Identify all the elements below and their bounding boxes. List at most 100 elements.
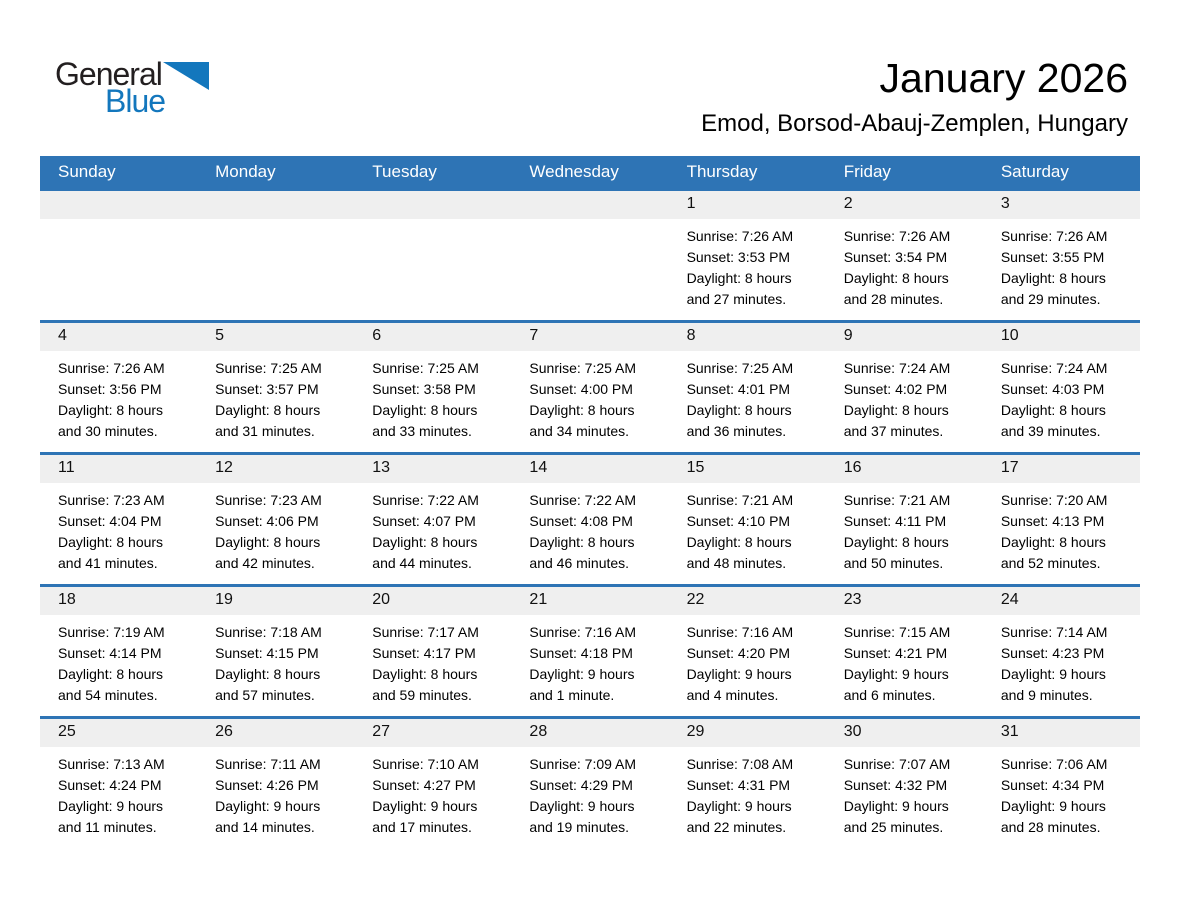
detail-line: Sunrise: 7:25 AM [372,360,479,376]
detail-line: Sunrise: 7:20 AM [1000,492,1108,508]
detail-line: and 17 minutes. [372,819,472,835]
day-cell: 2 Sunrise: 7:26 AM Sunset: 3:54 PM Daylight… [825,191,983,320]
detail-line: Sunrise: 7:23 AM [58,492,165,508]
day-cell: 22 Sunrise: 7:16 AM Sunset: 4:20 PM Dayligh… [668,587,826,716]
detail-line: Sunset: 3:55 PM [1000,249,1105,265]
day-cell-empty [511,191,669,320]
day-details: Sunrise: 7:21 AM Sunset: 4:11 PM Daylight:… [826,483,983,574]
detail-line: Sunrise: 7:25 AM [215,360,322,376]
detail-line: Daylight: 8 hours [372,534,478,550]
detail-line: Sunset: 4:23 PM [1000,645,1105,661]
detail-line: and 59 minutes. [372,687,472,703]
detail-line: Sunset: 4:14 PM [58,645,162,661]
detail-line: Daylight: 9 hours [215,798,321,814]
day-cell: 31 Sunrise: 7:06 AM Sunset: 4:34 PM Dayligh… [982,719,1140,848]
day-cell: 9 Sunrise: 7:24 AM Sunset: 4:02 PM Daylight… [825,323,983,452]
day-number-band [197,191,355,219]
detail-line: Daylight: 8 hours [843,402,949,418]
detail-line: Daylight: 9 hours [843,666,949,682]
detail-line: and 22 minutes. [686,819,787,835]
day-number-band: 2 [825,191,983,219]
weekday-header-row: Sunday Monday Tuesday Wednesday Thursday… [40,156,1140,188]
day-cell: 12 Sunrise: 7:23 AM Sunset: 4:06 PM Dayligh… [197,455,355,584]
day-cell: 5 Sunrise: 7:25 AM Sunset: 3:57 PM Daylight… [197,323,355,452]
detail-line: and 37 minutes. [843,423,944,439]
calendar-body: 1 Sunrise: 7:26 AM Sunset: 3:53 PM Daylight… [40,188,1140,848]
day-cell: 11 Sunrise: 7:23 AM Sunset: 4:04 PM Dayligh… [40,455,198,584]
day-cell: 8 Sunrise: 7:25 AM Sunset: 4:01 PM Daylight… [668,323,826,452]
detail-line: Sunset: 4:32 PM [843,777,948,793]
day-cell-empty [197,191,355,320]
day-cell: 30 Sunrise: 7:07 AM Sunset: 4:32 PM Dayligh… [825,719,983,848]
detail-line: Sunrise: 7:11 AM [215,756,321,772]
day-number-band: 4 [40,323,198,351]
day-number: 28 [529,723,548,740]
day-number-band: 31 [982,719,1140,747]
day-number: 18 [58,591,76,608]
day-details: Sunrise: 7:19 AM Sunset: 4:14 PM Daylight:… [40,615,197,706]
detail-line: Daylight: 8 hours [372,666,478,682]
detail-line: and 29 minutes. [1000,291,1101,307]
day-cell: 23 Sunrise: 7:15 AM Sunset: 4:21 PM Dayligh… [825,587,983,716]
day-number-band: 8 [668,323,826,351]
detail-line: Sunrise: 7:07 AM [843,756,951,772]
day-cell: 21 Sunrise: 7:16 AM Sunset: 4:18 PM Dayligh… [511,587,669,716]
detail-line: and 41 minutes. [58,555,158,571]
detail-line: Sunset: 4:17 PM [372,645,476,661]
day-number-band: 5 [197,323,355,351]
day-number-band: 19 [197,587,355,615]
day-number-band [40,191,198,219]
week-row: 1 Sunrise: 7:26 AM Sunset: 3:53 PM Daylight… [40,188,1140,320]
detail-line: Daylight: 8 hours [58,534,164,550]
detail-line: Daylight: 8 hours [529,534,635,550]
detail-line: Daylight: 9 hours [686,666,792,682]
detail-line: Daylight: 8 hours [58,666,164,682]
day-cell-empty [354,191,512,320]
day-details: Sunrise: 7:25 AM Sunset: 4:00 PM Daylight:… [511,351,668,442]
day-cell: 10 Sunrise: 7:24 AM Sunset: 4:03 PM Dayligh… [982,323,1140,452]
day-number-band: 20 [354,587,512,615]
detail-line: Sunrise: 7:18 AM [215,624,322,640]
detail-line: Daylight: 9 hours [529,666,635,682]
day-number-band: 26 [197,719,355,747]
day-details: Sunrise: 7:26 AM Sunset: 3:56 PM Daylight:… [40,351,197,442]
calendar: Sunday Monday Tuesday Wednesday Thursday… [40,156,1140,848]
day-details: Sunrise: 7:16 AM Sunset: 4:18 PM Daylight:… [511,615,668,706]
weekday-header-tuesday: Tuesday [372,162,437,181]
day-number-band: 3 [982,191,1140,219]
detail-line: and 44 minutes. [372,555,472,571]
day-details: Sunrise: 7:13 AM Sunset: 4:24 PM Daylight:… [40,747,197,838]
detail-line: and 14 minutes. [215,819,315,835]
day-number: 12 [215,459,233,476]
day-details: Sunrise: 7:25 AM Sunset: 3:57 PM Daylight:… [197,351,354,442]
day-number-band: 25 [40,719,198,747]
logo-blue-text: Blue [105,83,166,119]
day-cell: 15 Sunrise: 7:21 AM Sunset: 4:10 PM Dayligh… [668,455,826,584]
day-number: 23 [843,591,862,608]
day-number-band: 13 [354,455,512,483]
day-details: Sunrise: 7:11 AM Sunset: 4:26 PM Daylight:… [197,747,354,838]
day-details: Sunrise: 7:24 AM Sunset: 4:02 PM Daylight:… [826,351,983,442]
day-number-band: 1 [668,191,826,219]
detail-line: Sunrise: 7:26 AM [686,228,794,244]
day-number-band: 15 [668,455,826,483]
detail-line: and 30 minutes. [58,423,158,439]
week-row: 25 Sunrise: 7:13 AM Sunset: 4:24 PM Dayligh… [40,716,1140,848]
detail-line: and 11 minutes. [58,819,157,835]
day-details: Sunrise: 7:22 AM Sunset: 4:08 PM Daylight:… [511,483,668,574]
detail-line: Sunrise: 7:22 AM [529,492,637,508]
day-details: Sunrise: 7:26 AM Sunset: 3:54 PM Daylight:… [826,219,983,310]
detail-line: Daylight: 8 hours [843,534,949,550]
detail-line: Sunset: 3:57 PM [215,381,319,397]
day-number-band [511,191,669,219]
detail-line: and 33 minutes. [372,423,472,439]
day-number: 5 [215,327,225,344]
detail-line: and 31 minutes. [215,423,315,439]
detail-line: Sunset: 4:24 PM [58,777,162,793]
day-cell: 25 Sunrise: 7:13 AM Sunset: 4:24 PM Dayligh… [40,719,198,848]
day-number: 7 [529,327,539,344]
week-row: 18 Sunrise: 7:19 AM Sunset: 4:14 PM Dayligh… [40,584,1140,716]
day-number-band: 28 [511,719,669,747]
day-cell: 1 Sunrise: 7:26 AM Sunset: 3:53 PM Daylight… [668,191,826,320]
detail-line: Daylight: 9 hours [686,798,792,814]
